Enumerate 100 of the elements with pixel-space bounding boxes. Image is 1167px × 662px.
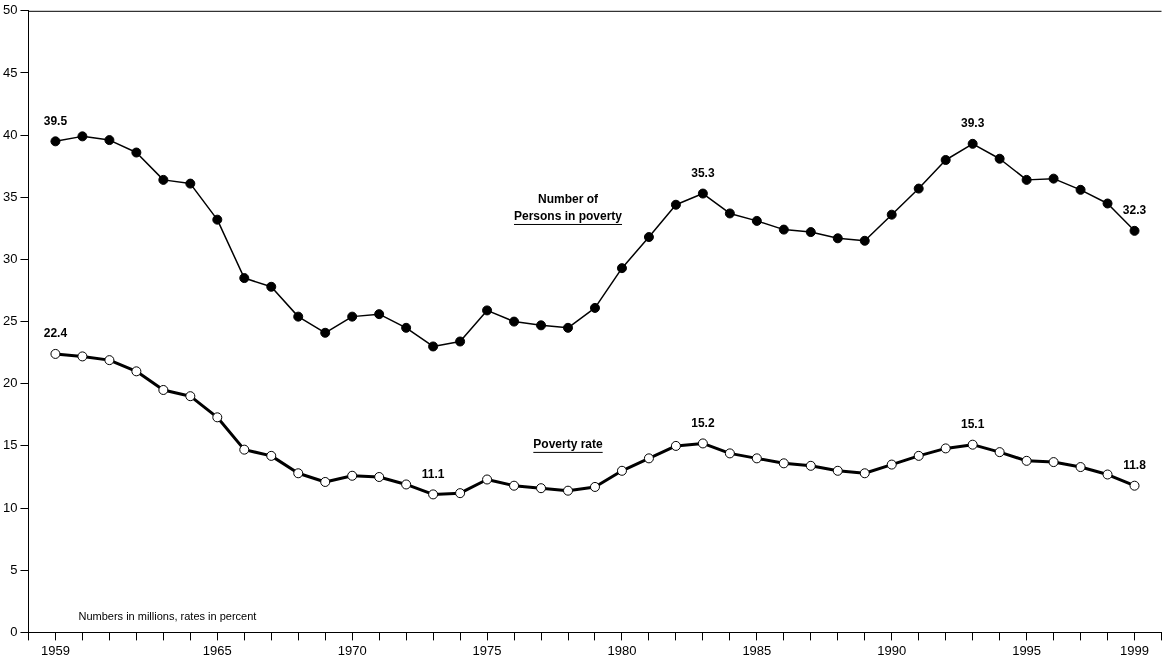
- point: [563, 485, 573, 496]
- data-label: 15.1: [960, 416, 985, 431]
- point: [509, 316, 520, 327]
- y-tick-label: 45: [2, 64, 18, 80]
- point: [158, 384, 169, 395]
- y-tick-label: 5: [10, 561, 18, 577]
- point: [967, 439, 978, 450]
- point: [293, 311, 304, 322]
- point: [158, 174, 169, 185]
- point: [994, 153, 1005, 164]
- point: [50, 348, 61, 359]
- y-tick-label: 10: [2, 499, 18, 515]
- x-tick-label: 1990: [877, 642, 907, 658]
- point: [131, 366, 142, 377]
- x-tick-label: 1999: [1120, 642, 1149, 658]
- point: [347, 470, 358, 481]
- point: [913, 450, 924, 461]
- point: [347, 311, 358, 322]
- point: [616, 263, 627, 274]
- point: [50, 136, 61, 147]
- point: [428, 489, 439, 500]
- point: [185, 178, 196, 189]
- point: [751, 453, 762, 464]
- point: [536, 320, 547, 331]
- data-label: 39.3: [960, 116, 985, 131]
- point: [239, 273, 250, 284]
- annotation: Numbers in millions, rates in percent: [78, 610, 257, 623]
- data-label: 11.1: [421, 466, 445, 481]
- point: [940, 443, 951, 454]
- point: [697, 188, 708, 199]
- point: [320, 327, 331, 338]
- point: [994, 447, 1005, 458]
- point: [805, 227, 816, 238]
- point: [589, 302, 600, 313]
- point: [293, 468, 304, 479]
- point: [563, 322, 573, 333]
- point: [886, 209, 897, 220]
- point: [536, 483, 547, 494]
- point: [1102, 198, 1113, 209]
- point: [832, 465, 843, 476]
- x-tick-label: 1975: [472, 642, 502, 658]
- point: [778, 458, 789, 469]
- y-tick-label: 25: [2, 313, 18, 329]
- point: [482, 305, 493, 316]
- point: [1021, 455, 1032, 466]
- point: [212, 412, 223, 423]
- x-tick-label: 1985: [742, 642, 772, 658]
- point: [1129, 480, 1140, 491]
- text: Number of Persons in poverty: [513, 192, 623, 224]
- point: [670, 440, 681, 451]
- point: [1048, 457, 1059, 468]
- x-tick-label: 1995: [1012, 642, 1042, 658]
- data-label: 32.3: [1122, 203, 1147, 218]
- point: [374, 472, 385, 482]
- point: [266, 281, 277, 292]
- point: [832, 233, 843, 244]
- point: [1021, 174, 1032, 185]
- y-tick-label: 40: [2, 126, 18, 142]
- point: [428, 341, 439, 352]
- data-label: 39.5: [43, 113, 68, 128]
- point: [374, 309, 385, 320]
- y-tick-label: 0: [10, 623, 18, 639]
- point: [131, 147, 142, 158]
- point: [940, 154, 951, 165]
- point: [886, 459, 897, 470]
- y-tick-label: 30: [2, 251, 18, 267]
- y-tick-label: 35: [2, 188, 18, 204]
- point: [482, 474, 493, 485]
- point: [212, 214, 223, 225]
- point: [1129, 225, 1140, 236]
- point: [724, 448, 735, 459]
- point: [77, 131, 88, 142]
- y-tick-label: 50: [2, 2, 18, 18]
- point: [670, 199, 681, 210]
- series-label: Poverty rate: [533, 437, 604, 452]
- point: [1102, 469, 1113, 480]
- point: [724, 208, 735, 219]
- point: [751, 215, 762, 226]
- point: [1075, 462, 1086, 473]
- x-tick-label: 1965: [202, 642, 232, 658]
- point: [509, 480, 520, 491]
- point: [778, 224, 789, 235]
- point: [616, 465, 627, 476]
- point: [859, 468, 870, 479]
- x-tick-label: 1970: [337, 642, 367, 658]
- data-label: 35.3: [691, 165, 715, 180]
- y-tick-label: 20: [2, 375, 18, 391]
- point: [320, 476, 331, 487]
- point: [697, 438, 708, 449]
- point: [1075, 184, 1086, 195]
- point: [455, 336, 466, 347]
- y-tick-label: 15: [2, 437, 18, 453]
- point: [913, 183, 924, 194]
- point: [401, 479, 412, 490]
- point: [266, 450, 277, 461]
- point: [104, 135, 115, 146]
- point: [239, 444, 250, 455]
- point: [185, 391, 196, 402]
- point: [805, 460, 816, 471]
- data-label: 11.8: [1123, 458, 1147, 473]
